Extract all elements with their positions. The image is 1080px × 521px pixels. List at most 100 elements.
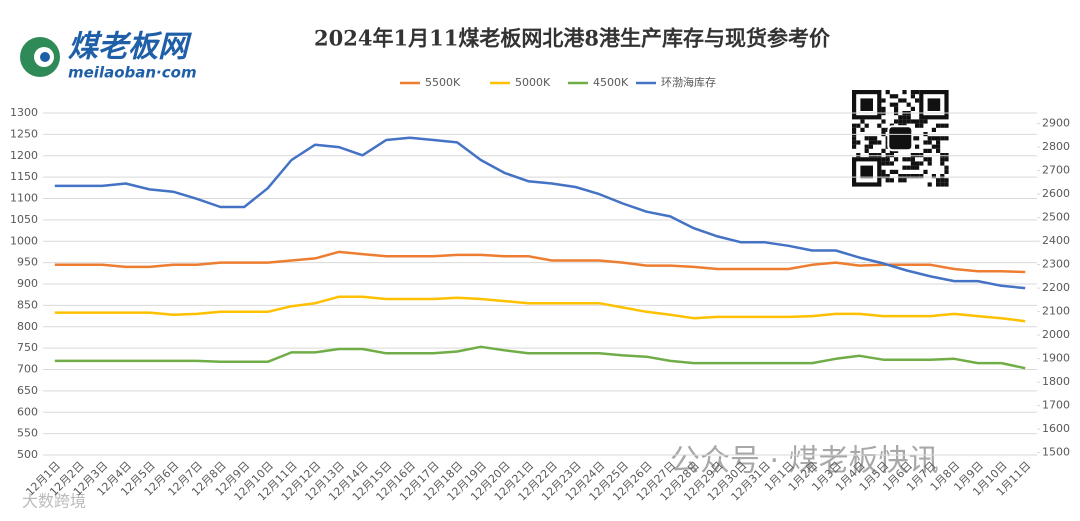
qr-cell — [868, 153, 873, 158]
qr-cell — [936, 140, 941, 145]
qr-cell — [940, 178, 945, 183]
qr-cell — [902, 115, 907, 120]
y-tick-label: 500 — [17, 448, 38, 461]
qr-cell — [910, 174, 915, 179]
y2-tick-label: 2200 — [1042, 281, 1070, 294]
qr-cell — [868, 136, 873, 141]
qr-cell — [940, 123, 945, 128]
qr-cell — [940, 157, 945, 162]
y2-tick-label: 1800 — [1042, 375, 1070, 388]
qr-cell — [889, 94, 894, 99]
qr-cell — [856, 153, 861, 158]
y-tick-label: 1000 — [10, 234, 38, 247]
qr-cell — [906, 165, 911, 170]
y2-tick-label: 1500 — [1042, 446, 1070, 459]
qr-cell — [923, 119, 928, 124]
qr-cell — [889, 102, 894, 107]
qr-cell — [877, 140, 882, 145]
qr-cell — [889, 161, 894, 166]
qr-cell — [894, 94, 899, 99]
qr-cell — [923, 148, 928, 153]
qr-cell — [927, 140, 932, 145]
qr-cell — [868, 144, 873, 149]
qr-cell — [927, 136, 932, 141]
qr-cell — [910, 153, 915, 158]
qr-cell — [915, 119, 920, 124]
qr-cell — [940, 174, 945, 179]
qr-cell — [898, 115, 903, 120]
y-tick-label: 700 — [17, 363, 38, 376]
qr-cell — [881, 106, 886, 111]
qr-cell — [906, 157, 911, 162]
series-line — [54, 136, 1026, 290]
series-line — [54, 345, 1026, 370]
qr-cell — [927, 157, 932, 162]
qr-cell — [927, 161, 932, 166]
qr-cell — [881, 148, 886, 153]
qr-cell — [902, 165, 907, 170]
qr-cell — [944, 136, 949, 141]
qr-cell — [906, 102, 911, 107]
qr-cell — [919, 161, 924, 166]
qr-cell — [931, 174, 936, 179]
y2-tick-label: 2500 — [1042, 211, 1070, 224]
qr-cell — [860, 119, 865, 124]
qr-cell — [881, 127, 886, 132]
logo-domain: meilaoban·com — [68, 64, 197, 82]
qr-cell — [915, 136, 920, 141]
qr-cell — [852, 123, 857, 128]
qr-cell — [868, 140, 873, 145]
qr-cell — [860, 127, 865, 132]
qr-cell — [915, 144, 920, 149]
qr-cell — [927, 182, 932, 187]
qr-cell — [885, 161, 890, 166]
qr-cell — [894, 169, 899, 174]
qr-cell — [944, 123, 949, 128]
qr-cell — [923, 157, 928, 162]
qr-cell — [931, 144, 936, 149]
qr-finder — [860, 165, 873, 179]
qr-cell — [881, 98, 886, 103]
qr-cell — [902, 157, 907, 162]
qr-cell — [910, 106, 915, 111]
qr-cell — [881, 169, 886, 174]
qr-cell — [910, 94, 915, 99]
y2-tick-label: 2700 — [1042, 164, 1070, 177]
y-tick-label: 1250 — [10, 127, 38, 140]
qr-cell — [898, 119, 903, 124]
y2-tick-label: 2000 — [1042, 328, 1070, 341]
y2-tick-label: 2400 — [1042, 234, 1070, 247]
qr-cell — [885, 90, 890, 95]
qr-cell — [936, 182, 941, 187]
y2-tick-label: 2100 — [1042, 305, 1070, 318]
qr-cell — [902, 119, 907, 124]
qr-cell — [885, 174, 890, 179]
qr-cell — [877, 123, 882, 128]
qr-finder — [927, 98, 941, 111]
qr-cell — [889, 178, 894, 183]
qr-cell — [864, 136, 869, 141]
qr-logo — [887, 125, 914, 152]
qr-cell — [856, 140, 861, 145]
y-tick-label: 1100 — [10, 192, 38, 205]
qr-cell — [894, 106, 899, 111]
qr-cell — [906, 174, 911, 179]
legend-label: 5000K — [515, 76, 551, 89]
y-tick-label: 850 — [17, 298, 38, 311]
qr-cell — [915, 153, 920, 158]
qr-cell — [936, 148, 941, 153]
qr-cell — [877, 153, 882, 158]
qr-cell — [915, 90, 920, 95]
y2-tick-label: 2800 — [1042, 140, 1070, 153]
qr-cell — [936, 178, 941, 183]
y2-tick-label: 2900 — [1042, 117, 1070, 130]
qr-cell — [944, 178, 949, 183]
qr-cell — [852, 127, 857, 132]
source-mark: 大数跨境 — [22, 492, 86, 511]
logo-name: 煤老板网 — [68, 30, 192, 65]
qr-cell — [927, 148, 932, 153]
qr-cell — [940, 153, 945, 158]
y2-tick-label: 1700 — [1042, 399, 1070, 412]
qr-cell — [910, 165, 915, 170]
